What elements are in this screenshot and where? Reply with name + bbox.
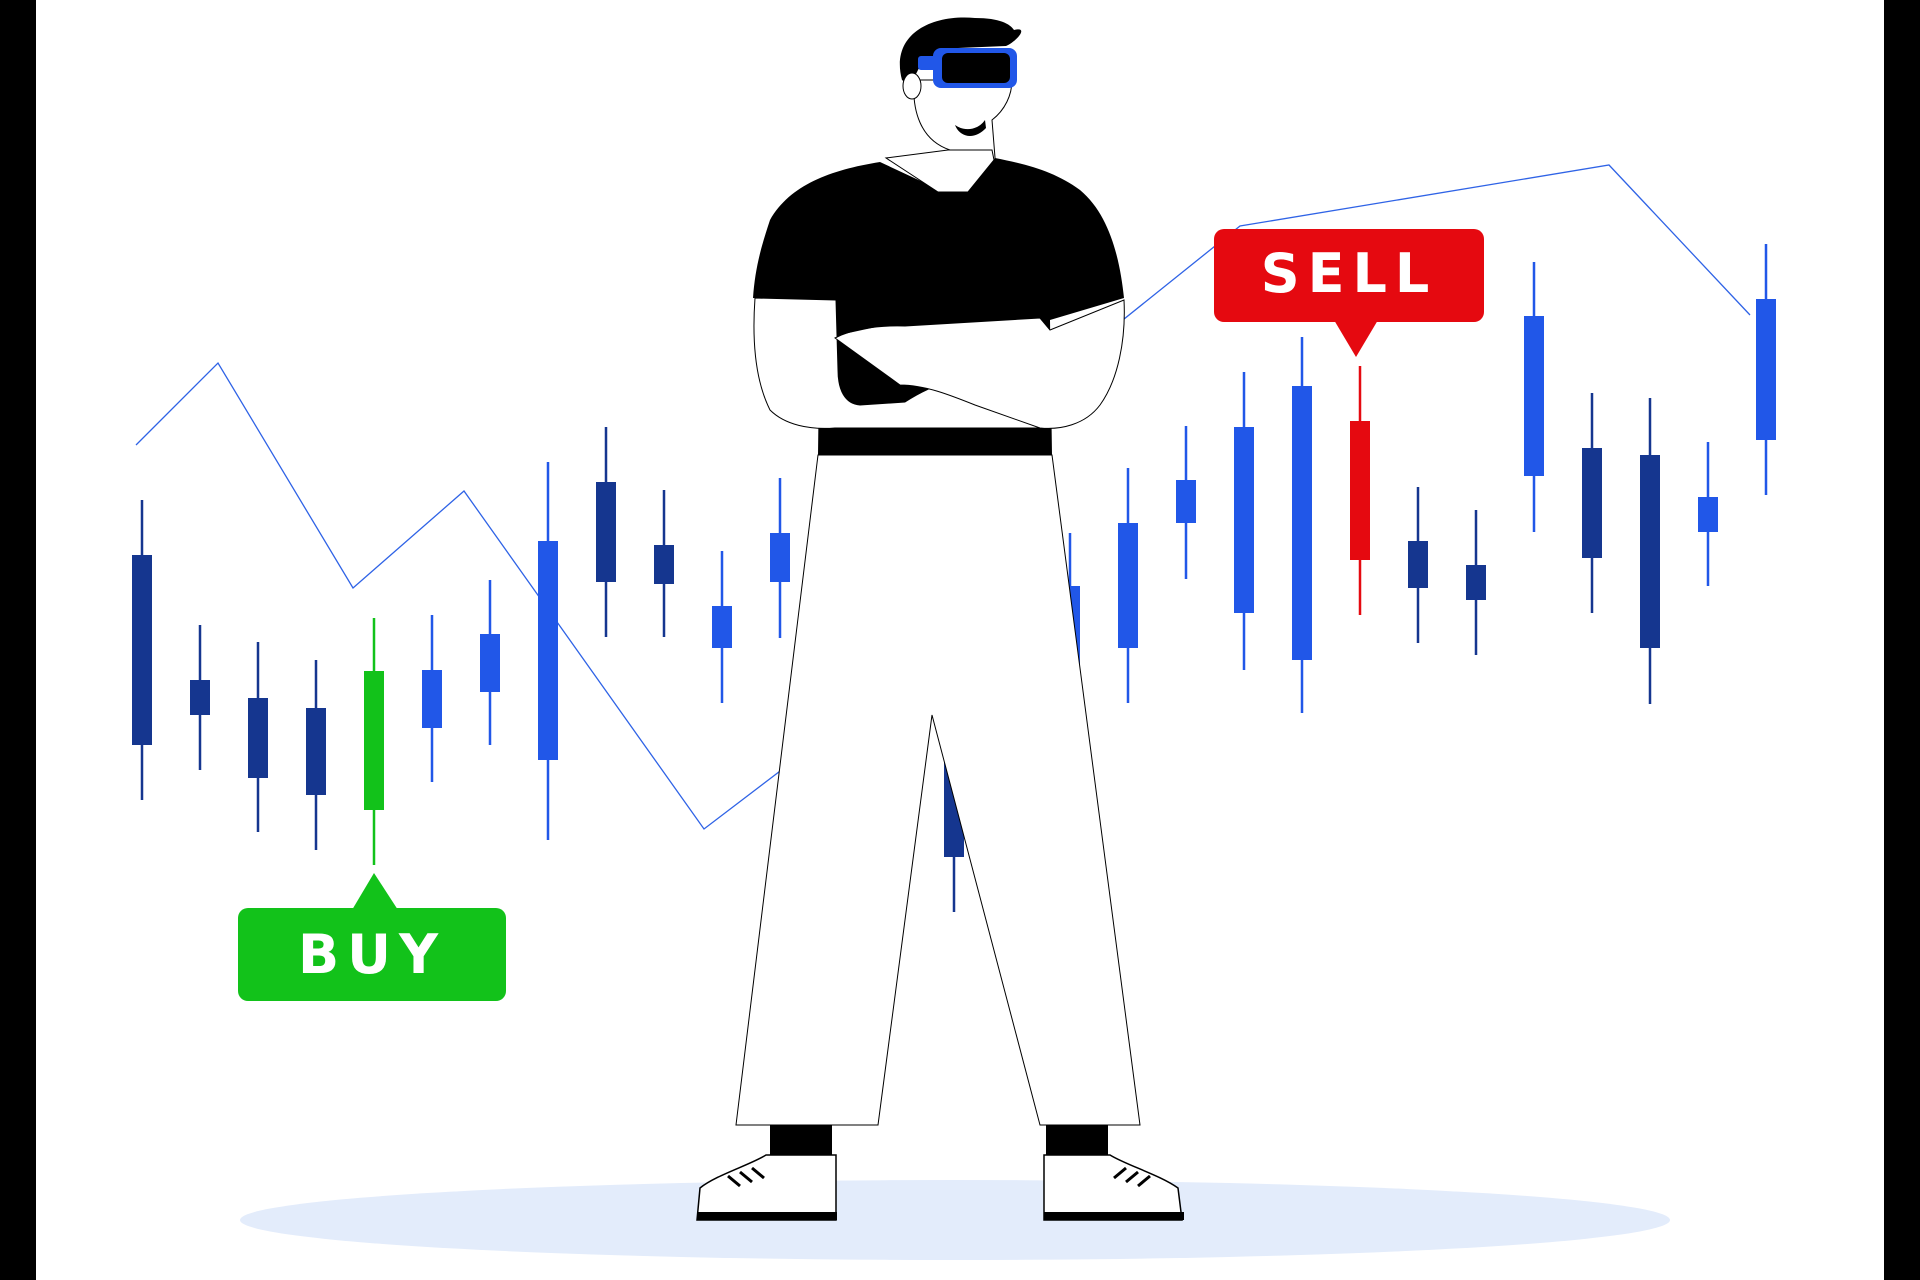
candle-light <box>538 462 558 840</box>
candle-body <box>132 555 152 745</box>
sell-label: SELL <box>1261 242 1438 305</box>
candle-body <box>1698 497 1718 532</box>
candle-body <box>306 708 326 795</box>
candle-light <box>480 580 500 745</box>
buy-pointer <box>352 873 398 910</box>
vr-headset-icon <box>918 48 1017 88</box>
candle-body <box>1350 421 1370 560</box>
candle-body <box>1582 448 1602 558</box>
left-shoe-sole <box>697 1212 837 1220</box>
candle-body <box>770 533 790 582</box>
candle-sell <box>1350 366 1370 615</box>
candle-body <box>538 541 558 760</box>
candle-dark <box>596 427 616 637</box>
buy-signal: BUY <box>238 873 506 1001</box>
floor-shadow <box>240 1180 1670 1260</box>
candle-dark <box>1466 510 1486 655</box>
candle-light <box>1176 426 1196 579</box>
candle-body <box>712 606 732 648</box>
candle-body <box>1466 565 1486 600</box>
candle-body <box>1292 386 1312 660</box>
buy-label-box <box>238 908 506 1001</box>
candle-dark <box>190 625 210 770</box>
candle-body <box>596 482 616 582</box>
candle-dark <box>306 660 326 850</box>
chin <box>955 120 986 136</box>
candle-buy <box>364 618 384 865</box>
buy-label: BUY <box>298 923 446 986</box>
candle-body <box>1756 299 1776 440</box>
candle-body <box>1640 455 1660 648</box>
candle-body <box>1408 541 1428 588</box>
candle-dark <box>1582 393 1602 613</box>
left-shoe-laces <box>727 1166 765 1188</box>
candle-body <box>1176 480 1196 523</box>
sell-signal: SELL <box>1214 229 1484 357</box>
candle-body <box>364 671 384 810</box>
candle-dark <box>132 500 152 800</box>
candle-body <box>190 680 210 715</box>
candle-light <box>1118 468 1138 703</box>
candle-light <box>1524 262 1544 532</box>
candle-light <box>770 478 790 638</box>
candle-body <box>480 634 500 692</box>
candle-body <box>248 698 268 778</box>
candle-light <box>1292 337 1312 713</box>
candle-body <box>1234 427 1254 613</box>
candle-dark <box>654 490 674 637</box>
person-figure-icon <box>696 17 1184 1221</box>
sell-pointer <box>1334 320 1378 357</box>
candle-dark <box>1408 487 1428 643</box>
candle-body <box>654 545 674 584</box>
right-shoe-laces <box>1113 1166 1151 1188</box>
sell-label-box <box>1214 229 1484 322</box>
candle-dark <box>1640 398 1660 704</box>
candle-body <box>1118 523 1138 648</box>
right-shoe-sole <box>1044 1212 1184 1220</box>
hair <box>899 17 1022 86</box>
candle-light <box>1756 244 1776 495</box>
neck <box>884 149 995 193</box>
ear <box>902 72 922 100</box>
candle-light <box>1698 442 1718 586</box>
candle-light <box>712 551 732 703</box>
pants <box>735 454 1141 1126</box>
candle-light <box>1234 372 1254 670</box>
candle-dark <box>248 642 268 832</box>
candle-light <box>422 615 442 782</box>
candle-body <box>422 670 442 728</box>
arm-fold <box>837 311 1031 336</box>
candle-body <box>1524 316 1544 476</box>
